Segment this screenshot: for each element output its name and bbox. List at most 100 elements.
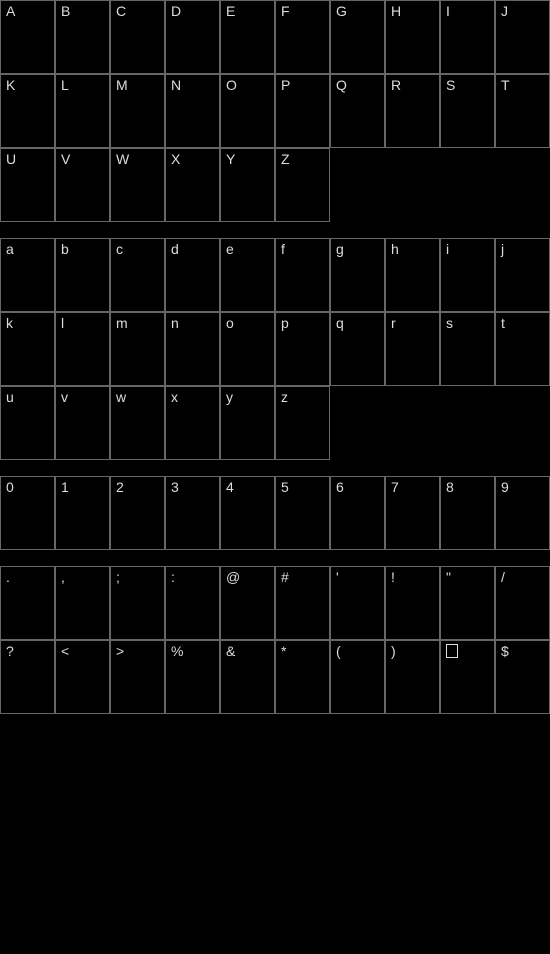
glyph: 4 bbox=[226, 480, 234, 494]
glyph: a bbox=[6, 242, 14, 256]
glyph-cell: Z bbox=[275, 148, 330, 222]
glyph-cell: @ bbox=[220, 566, 275, 640]
glyph: & bbox=[226, 644, 235, 658]
glyph: i bbox=[446, 242, 449, 256]
glyph-cell: x bbox=[165, 386, 220, 460]
glyph: y bbox=[226, 390, 233, 404]
glyph-cell: r bbox=[385, 312, 440, 386]
glyph: < bbox=[61, 644, 69, 658]
glyph-cell: z bbox=[275, 386, 330, 460]
glyph-cell: F bbox=[275, 0, 330, 74]
glyph-cell: , bbox=[55, 566, 110, 640]
glyph: I bbox=[446, 4, 450, 18]
glyph: O bbox=[226, 78, 237, 92]
section-symbols: .,;:@# '! " /? < >%& * () $ bbox=[0, 566, 550, 714]
glyph: c bbox=[116, 242, 123, 256]
glyph: H bbox=[391, 4, 401, 18]
glyph-cell: A bbox=[0, 0, 55, 74]
glyph-cell: u bbox=[0, 386, 55, 460]
glyph-cell: d bbox=[165, 238, 220, 312]
glyph-cell: " bbox=[440, 566, 495, 640]
glyph-cell: ( bbox=[330, 640, 385, 714]
glyph: v bbox=[61, 390, 68, 404]
glyph-cell: : bbox=[165, 566, 220, 640]
glyph: p bbox=[281, 316, 289, 330]
glyph-cell: I bbox=[440, 0, 495, 74]
glyph-cell: f bbox=[275, 238, 330, 312]
glyph: 1 bbox=[61, 480, 69, 494]
glyph: ! bbox=[391, 570, 395, 584]
glyph-cell: ; bbox=[110, 566, 165, 640]
glyph-cell: $ bbox=[495, 640, 550, 714]
glyph: $ bbox=[501, 644, 509, 658]
section-lowercase: abcdefghijklmnopqrstuvwxyz bbox=[0, 238, 550, 460]
glyph-cell: 5 bbox=[275, 476, 330, 550]
glyph-cell: ! bbox=[385, 566, 440, 640]
glyph-cell: H bbox=[385, 0, 440, 74]
glyph-cell: 0 bbox=[0, 476, 55, 550]
glyph: ' bbox=[336, 570, 339, 584]
glyph-cell: 3 bbox=[165, 476, 220, 550]
glyph-cell: b bbox=[55, 238, 110, 312]
glyph: P bbox=[281, 78, 290, 92]
glyph: r bbox=[391, 316, 396, 330]
glyph-cell: i bbox=[440, 238, 495, 312]
glyph-cell: a bbox=[0, 238, 55, 312]
glyph: E bbox=[226, 4, 235, 18]
glyph: w bbox=[116, 390, 126, 404]
glyph-cell: Y bbox=[220, 148, 275, 222]
glyph: > bbox=[116, 644, 124, 658]
glyph: 7 bbox=[391, 480, 399, 494]
glyph-cell: # bbox=[275, 566, 330, 640]
glyph-cell: < bbox=[55, 640, 110, 714]
glyph: 0 bbox=[6, 480, 14, 494]
glyph: Y bbox=[226, 152, 235, 166]
glyph: G bbox=[336, 4, 347, 18]
glyph-cell: * bbox=[275, 640, 330, 714]
glyph: W bbox=[116, 152, 129, 166]
glyph: u bbox=[6, 390, 14, 404]
glyph-cell: M bbox=[110, 74, 165, 148]
glyph: Q bbox=[336, 78, 347, 92]
glyph: R bbox=[391, 78, 401, 92]
glyph-cell: Q bbox=[330, 74, 385, 148]
glyph-cell: 8 bbox=[440, 476, 495, 550]
glyph: s bbox=[446, 316, 453, 330]
glyph: 2 bbox=[116, 480, 124, 494]
glyph: M bbox=[116, 78, 128, 92]
glyph: S bbox=[446, 78, 455, 92]
glyph-cell: % bbox=[165, 640, 220, 714]
glyph: e bbox=[226, 242, 234, 256]
glyph-cell: C bbox=[110, 0, 165, 74]
glyph: q bbox=[336, 316, 344, 330]
glyph-cell: q bbox=[330, 312, 385, 386]
glyph-cell: W bbox=[110, 148, 165, 222]
glyph-cell: ' bbox=[330, 566, 385, 640]
glyph-cell: T bbox=[495, 74, 550, 148]
glyph: ? bbox=[6, 644, 14, 658]
glyph: o bbox=[226, 316, 234, 330]
glyph: J bbox=[501, 4, 508, 18]
glyph-cell: . bbox=[0, 566, 55, 640]
glyph: C bbox=[116, 4, 126, 18]
glyph-cell: v bbox=[55, 386, 110, 460]
glyph-cell: 6 bbox=[330, 476, 385, 550]
glyph-cell: s bbox=[440, 312, 495, 386]
glyph: B bbox=[61, 4, 70, 18]
glyph: 3 bbox=[171, 480, 179, 494]
glyph-cell: m bbox=[110, 312, 165, 386]
glyph-cell: 9 bbox=[495, 476, 550, 550]
glyph: 8 bbox=[446, 480, 454, 494]
glyph-cell: k bbox=[0, 312, 55, 386]
glyph-cell: o bbox=[220, 312, 275, 386]
glyph: / bbox=[501, 570, 505, 584]
glyph-cell: E bbox=[220, 0, 275, 74]
glyph: V bbox=[61, 152, 70, 166]
glyph-cell: L bbox=[55, 74, 110, 148]
glyph: ) bbox=[391, 644, 396, 658]
glyph: ( bbox=[336, 644, 341, 658]
glyph: F bbox=[281, 4, 290, 18]
glyph-cell: y bbox=[220, 386, 275, 460]
glyph-cell: n bbox=[165, 312, 220, 386]
glyph-cell: U bbox=[0, 148, 55, 222]
